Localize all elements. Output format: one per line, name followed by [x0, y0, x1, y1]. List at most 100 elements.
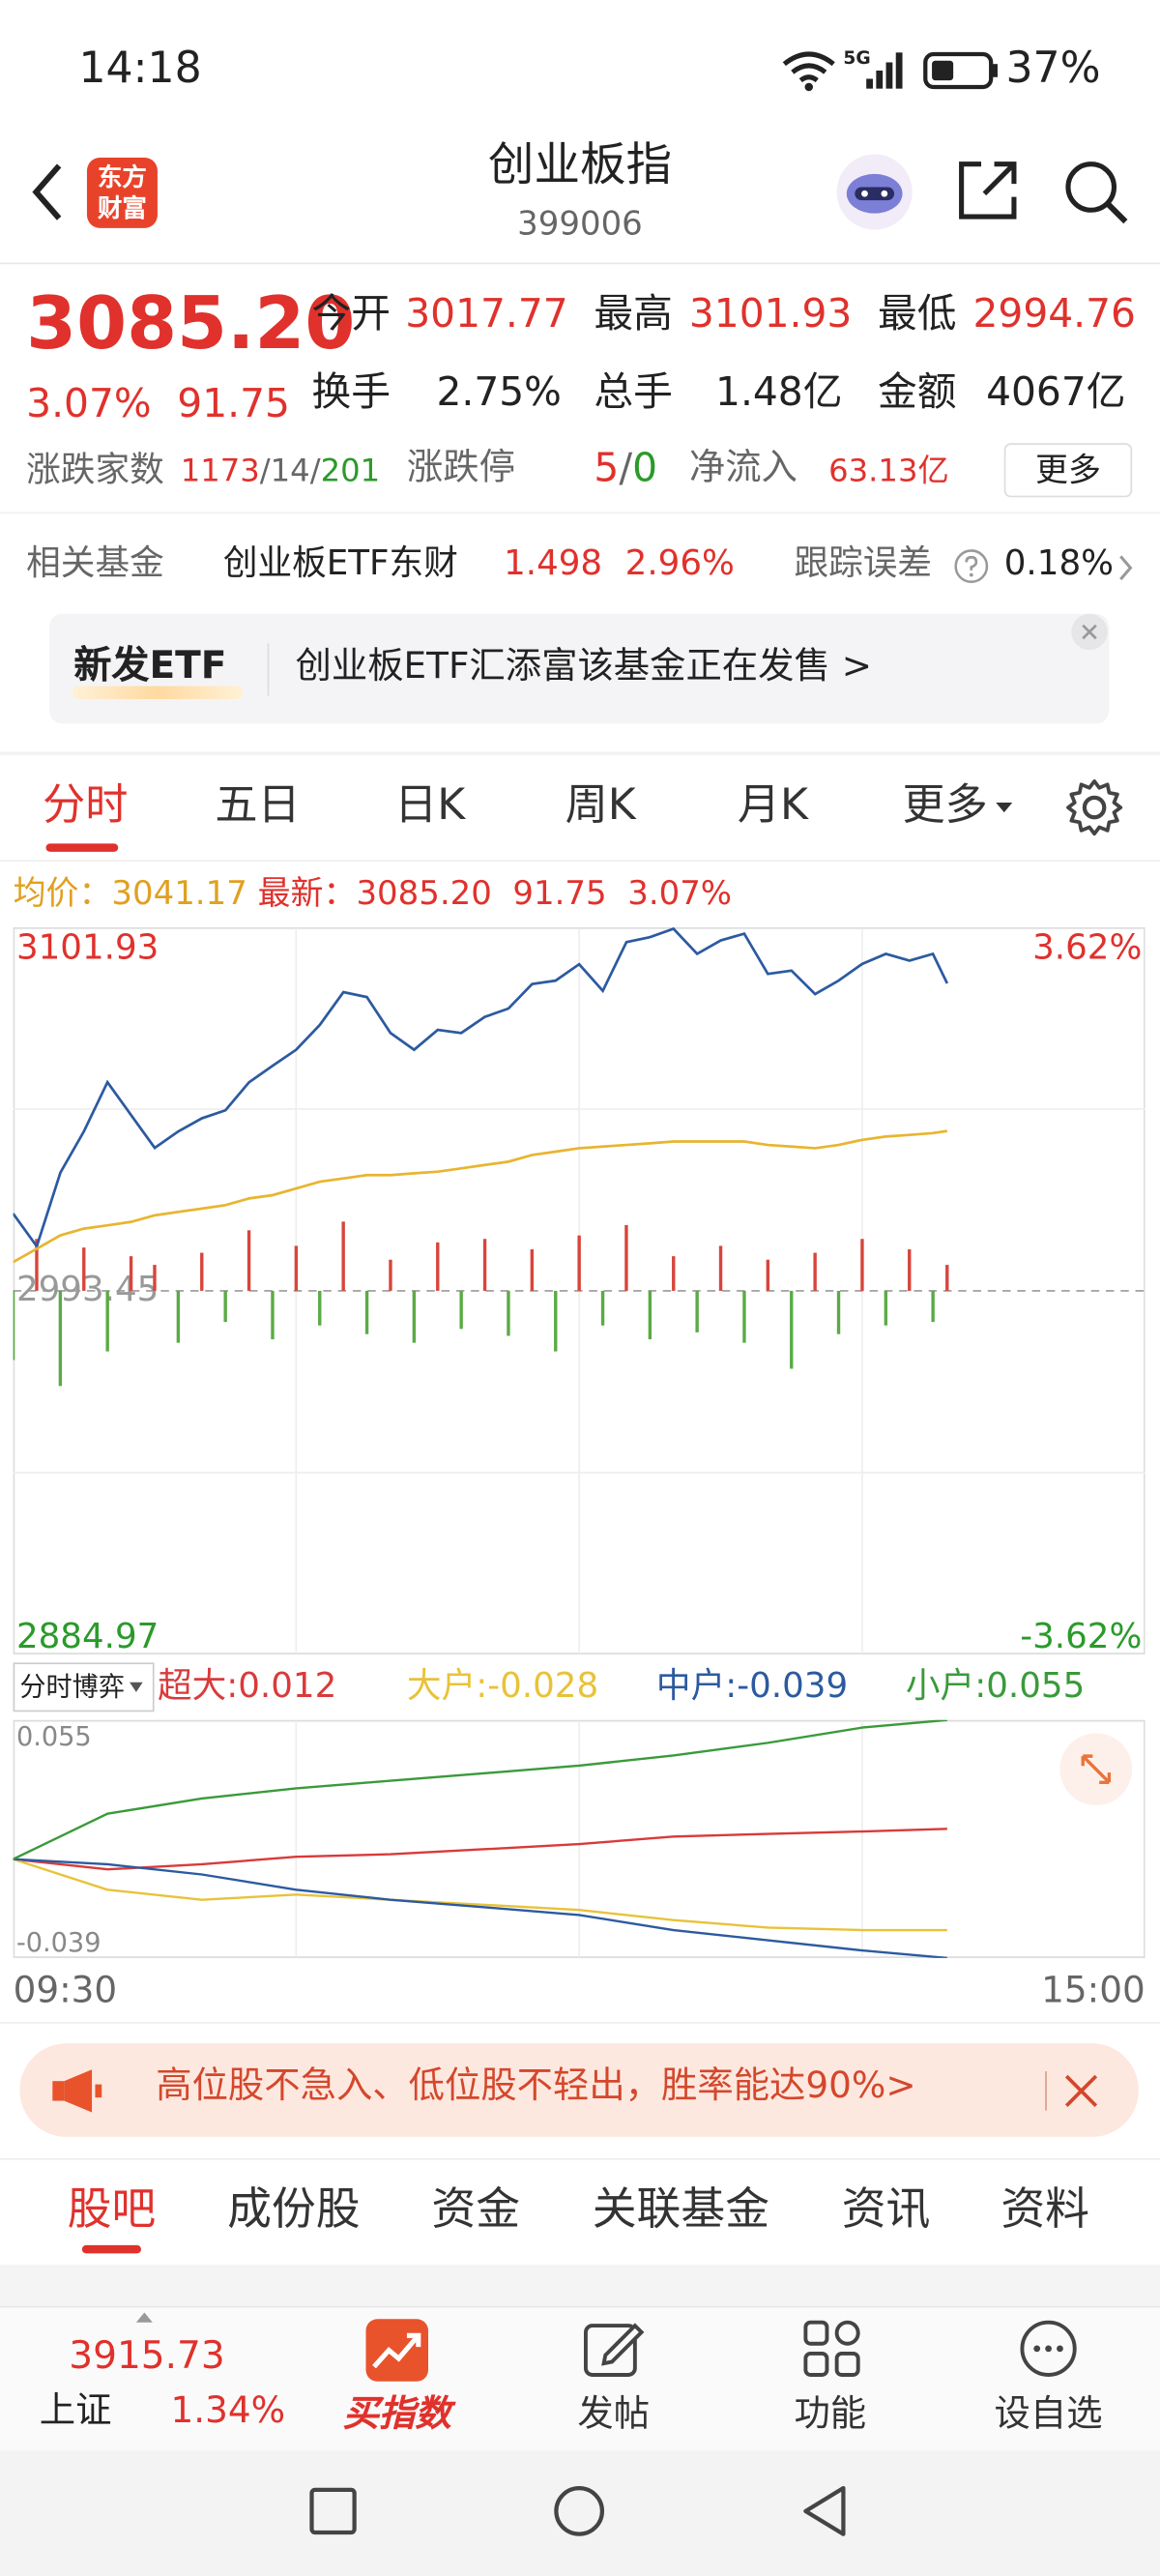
legend-value: -0.039	[737, 1665, 849, 1706]
share-button[interactable]	[955, 158, 1021, 223]
time-label: 09:30	[13, 1971, 118, 2012]
nav-item[interactable]: 设自选	[994, 2394, 1103, 2436]
volume-bar	[129, 1256, 133, 1291]
volume-bar	[507, 1290, 510, 1336]
volume-bar	[482, 1239, 487, 1291]
index-value[interactable]: 3915.73	[69, 2335, 225, 2379]
back-button[interactable]	[23, 160, 72, 225]
chevron	[1119, 555, 1133, 581]
tracking-label: 跟踪误差	[794, 542, 933, 583]
section-tab[interactable]: 股吧	[67, 2184, 157, 2236]
more-button[interactable]: 更多	[1003, 443, 1133, 498]
banner-text: 创业板ETF汇添富该基金正在发售 >	[295, 646, 872, 688]
ad-banner[interactable]	[19, 2043, 1139, 2137]
series-line	[13, 1129, 948, 1264]
y-tick-label: 0.055	[16, 1722, 92, 1752]
volume-bar	[58, 1290, 63, 1387]
recents-button[interactable]	[308, 2486, 358, 2535]
banner-close[interactable]	[1070, 612, 1110, 652]
ad-close[interactable]	[1061, 2071, 1101, 2111]
volume-bar	[945, 1265, 949, 1291]
stat-value: 1.48亿	[715, 368, 843, 416]
volume-bar	[790, 1290, 794, 1369]
tag-highlight	[72, 686, 244, 700]
buy-index-icon	[365, 2319, 428, 2382]
volume-bar	[364, 1290, 369, 1334]
chart-tab[interactable]: 五日	[215, 780, 301, 831]
nav-item[interactable]: 发帖	[577, 2394, 651, 2436]
divider	[0, 512, 1160, 514]
legend-item: 中户:-0.039	[656, 1666, 848, 1708]
section-tab[interactable]: 资金	[431, 2184, 521, 2236]
index-name: 上证	[39, 2390, 112, 2433]
latest-label: 最新：	[257, 872, 357, 913]
section-tab[interactable]: 资讯	[841, 2184, 931, 2236]
nav-item[interactable]: 功能	[794, 2394, 867, 2436]
system-nav	[0, 2450, 1160, 2576]
breadth-label: 涨跌家数	[26, 450, 164, 489]
fund-name[interactable]: 创业板ETF东财	[222, 542, 458, 583]
section-tab[interactable]: 成份股	[227, 2184, 361, 2236]
ad-text: 高位股不急入、低位股不轻出，胜率能达90%>	[156, 2065, 916, 2108]
change-pct: 3.07%	[26, 380, 152, 427]
watchlist-icon	[1020, 2320, 1077, 2377]
volume-bar	[341, 1221, 345, 1291]
limit-values: 5/0	[594, 445, 657, 492]
stat-label: 最低	[878, 290, 957, 337]
stat-value: 4067亿	[986, 368, 1126, 416]
nav-item[interactable]: 买指数	[342, 2394, 451, 2436]
legend-value: 0.055	[986, 1665, 1086, 1706]
help-icon[interactable]	[953, 548, 989, 584]
index-pct: 1.34%	[170, 2390, 286, 2433]
volume-bar	[718, 1245, 723, 1291]
up-count: 1173	[180, 453, 260, 489]
stat-value: 2.75%	[436, 368, 562, 416]
chart-tab[interactable]: 更多	[902, 780, 988, 831]
flow-selector[interactable]: 分时博弈	[13, 1662, 155, 1712]
avg-value: 3041.17	[111, 872, 247, 913]
back-nav-button[interactable]	[800, 2483, 850, 2539]
volume-bar	[554, 1290, 558, 1352]
chart-tab[interactable]: 分时	[43, 780, 129, 831]
stat-label: 今开	[311, 290, 391, 337]
divider	[0, 860, 1160, 863]
search-button[interactable]	[1061, 158, 1130, 226]
section-tab[interactable]: 关联基金	[592, 2184, 770, 2236]
pct-label: 3.62%	[1032, 927, 1142, 967]
volume-bar	[318, 1290, 322, 1326]
series-line	[13, 1719, 947, 1860]
chart-tab[interactable]: 周K	[565, 780, 636, 831]
chart-tab[interactable]: 月K	[737, 780, 808, 831]
legend-item: 超大:0.012	[158, 1666, 336, 1708]
inflow-label: 净流入	[688, 448, 798, 489]
volume-bar	[105, 1290, 109, 1352]
assistant-avatar[interactable]	[833, 153, 915, 231]
status-time: 14:18	[78, 44, 202, 94]
app-logo: 东方财富	[86, 157, 158, 228]
inflow-value: 63.13亿	[828, 453, 949, 489]
volume-bar	[389, 1259, 392, 1291]
legend-value: -0.028	[487, 1665, 599, 1706]
divider	[0, 262, 1160, 265]
chart-tab[interactable]: 日K	[394, 780, 466, 831]
stat-label: 金额	[878, 368, 957, 416]
volume-bar	[246, 1230, 251, 1291]
pct-label: -3.62%	[1020, 1617, 1142, 1654]
settings-button[interactable]	[1065, 778, 1124, 837]
page-title: 创业板指	[487, 137, 673, 192]
volume-bar	[860, 1239, 864, 1291]
section-tab[interactable]: 资料	[1000, 2184, 1090, 2236]
home-button[interactable]	[553, 2485, 605, 2537]
expand-button[interactable]	[1059, 1733, 1133, 1806]
megaphone-icon	[52, 2069, 102, 2113]
etf-banner[interactable]	[48, 613, 1110, 724]
stat-value: 3101.93	[688, 290, 853, 337]
volume-bar	[695, 1290, 699, 1332]
series-line	[13, 926, 949, 1249]
tracking-value: 0.18%	[1003, 542, 1114, 583]
stat-value: 3017.77	[405, 290, 568, 337]
time-label: 15:00	[1041, 1971, 1146, 2012]
volume-bar	[13, 1290, 15, 1361]
